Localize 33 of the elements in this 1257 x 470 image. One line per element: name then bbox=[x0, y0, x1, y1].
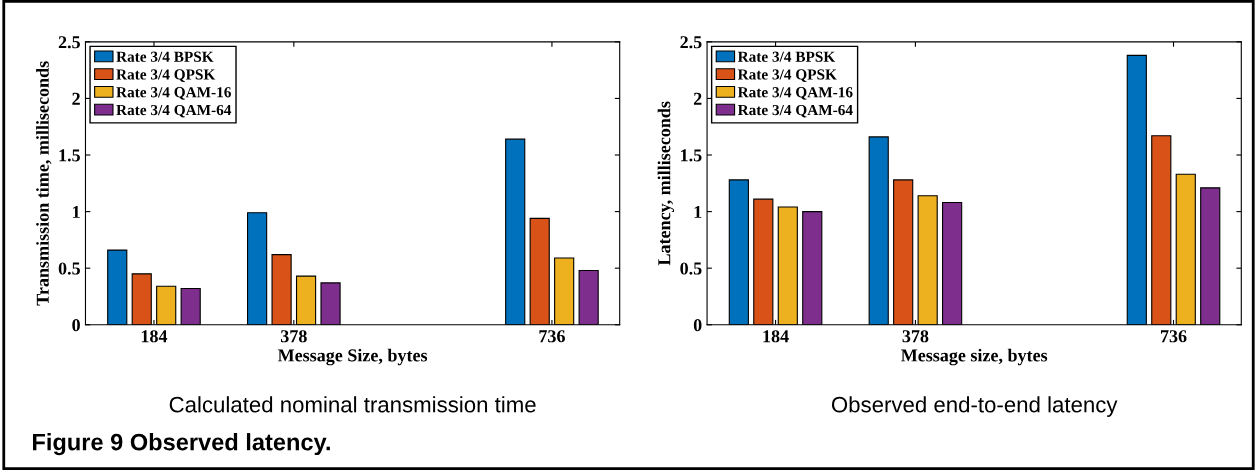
y-tick-label: 2.5 bbox=[58, 36, 80, 49]
legend-label: Rate 3/4 QAM-16 bbox=[116, 87, 231, 100]
x-tick-label: 736 bbox=[1161, 330, 1187, 343]
y-axis-title: Transmission time, milliseconds bbox=[36, 61, 52, 306]
x-tick-label: 184 bbox=[141, 330, 168, 343]
y-tick-label: 2 bbox=[693, 92, 702, 105]
y-tick-label: 0 bbox=[72, 319, 80, 332]
legend-label: Rate 3/4 BPSK bbox=[737, 51, 836, 62]
legend-label: Rate 3/4 QAM-64 bbox=[737, 104, 853, 118]
y-tick-label: 0.5 bbox=[680, 262, 702, 275]
x-tick-label: 736 bbox=[539, 330, 565, 343]
legend-label: Rate 3/4 QAM-16 bbox=[737, 87, 853, 100]
x-tick-label: 378 bbox=[280, 330, 307, 343]
y-tick-label: 1 bbox=[73, 205, 80, 218]
legend-label: Rate 3/4 BPSK bbox=[116, 51, 214, 62]
legend-label: Rate 3/4 QPSK bbox=[737, 69, 837, 82]
y-tick-label: 1.5 bbox=[681, 149, 702, 162]
y-tick-label: 2 bbox=[72, 92, 80, 105]
x-axis-title: Message Size, bytes bbox=[277, 348, 428, 366]
y-tick-label: 0 bbox=[693, 319, 702, 332]
y-tick-label: 1 bbox=[694, 205, 702, 218]
legend-label: Rate 3/4 QAM-64 bbox=[116, 104, 232, 118]
y-axis-title: Latency, milliseconds bbox=[657, 101, 675, 266]
x-axis-title: Message size, bytes bbox=[901, 348, 1048, 366]
text: Calculated nominal transmission time bbox=[169, 396, 536, 413]
caption: Figure 9 Observed latency. bbox=[33, 433, 330, 456]
x-tick-label: 184 bbox=[763, 330, 789, 343]
legend-label: Rate 3/4 QPSK bbox=[116, 69, 216, 82]
text: Observed end-to-end latency bbox=[831, 396, 1118, 417]
x-tick-label: 378 bbox=[902, 330, 929, 343]
y-tick-label: 1.5 bbox=[59, 149, 80, 162]
y-tick-label: 2.5 bbox=[680, 36, 702, 49]
y-tick-label: 0.5 bbox=[58, 262, 80, 275]
